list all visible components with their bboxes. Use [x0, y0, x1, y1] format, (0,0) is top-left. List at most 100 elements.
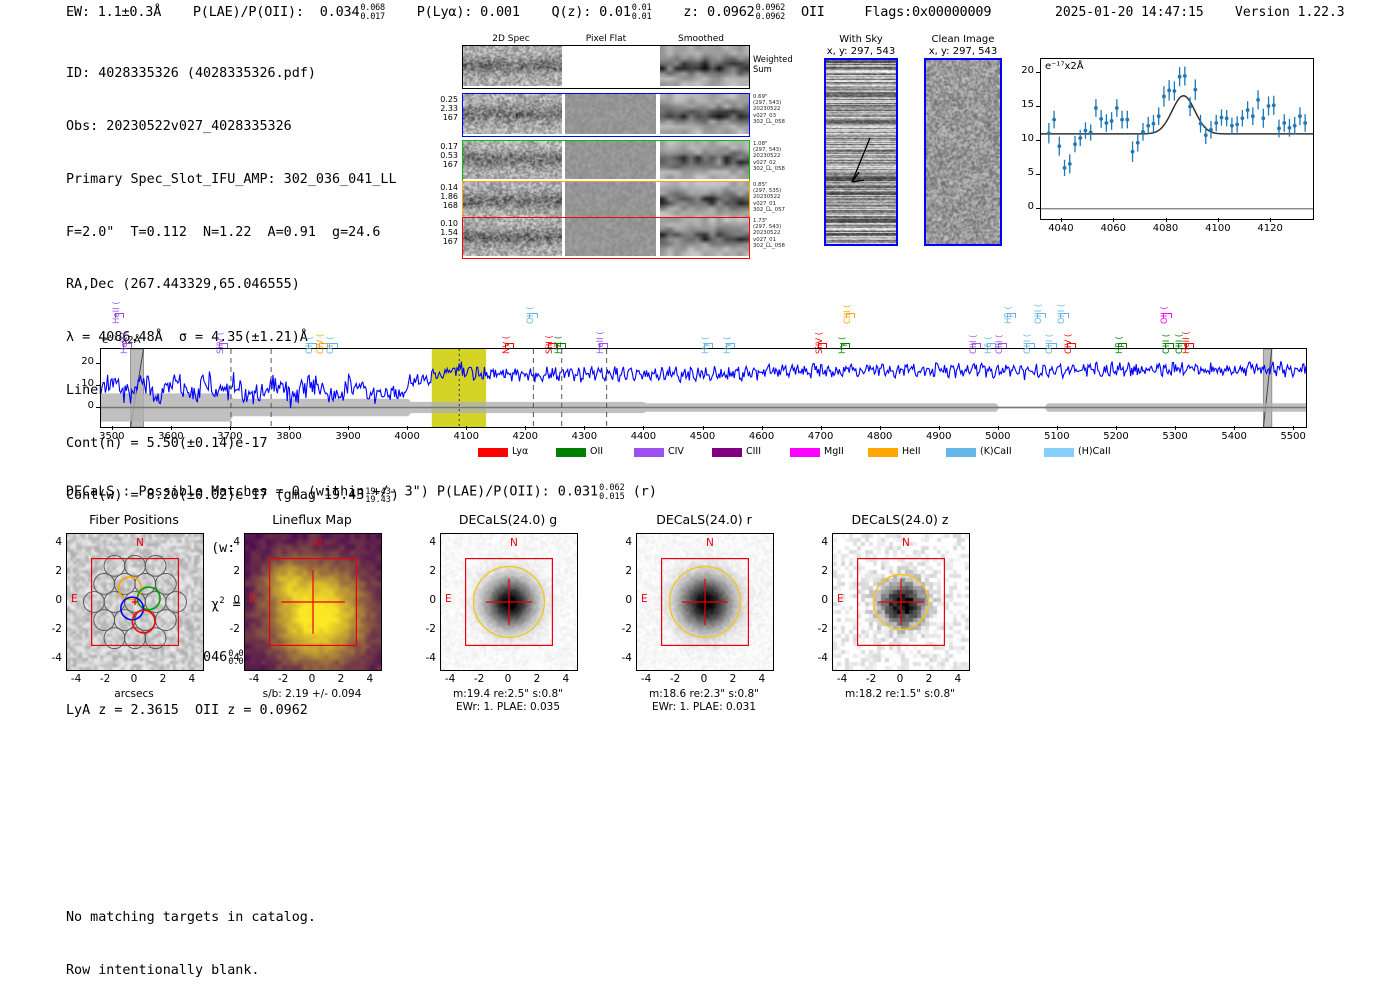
spectrum-line-bracket	[319, 343, 329, 348]
decals-ytick-0: -4	[51, 651, 62, 664]
spectrum-unit-annotation: e⁻¹⁷x2Å	[102, 335, 141, 346]
decals-xtick-3: 2	[729, 673, 737, 685]
header-summary-line: EW: 1.1±0.3Å P(LAE)/P(OII): 0.034 0.068 0.…	[66, 4, 991, 21]
info-primary-spec: Primary Spec_Slot_IFU_AMP: 302_036_041_L…	[66, 171, 397, 187]
spec2d-row-values-3: 0.10 1.54 167	[424, 219, 458, 246]
decals-plae-range: 0.062 0.015	[599, 483, 625, 502]
spectrum-xtick	[1115, 426, 1117, 430]
decals-ytick-2: 2	[429, 565, 436, 578]
decals-xtick-4: 0	[896, 673, 904, 685]
decals-caption-line-2: EWr: 1. PLAE: 0.035	[455, 701, 561, 713]
compass-east-2: E	[445, 593, 452, 605]
spec2d-row-value: 0.17	[440, 142, 458, 151]
decals-panel-caption-4: m:18.2 re:1.5" s:0.8"	[806, 688, 994, 701]
decals-ytick-4: 2	[821, 565, 828, 578]
spectrum-line-bracket	[308, 343, 318, 348]
compass-north-0: N	[136, 537, 144, 549]
line-fit-ytick	[1036, 207, 1040, 209]
line-fit-ytick	[1036, 105, 1040, 107]
spectrum-xtick	[1056, 426, 1058, 430]
legend-label-HeII: HeII	[902, 446, 921, 457]
spec2d-row-value: 0.14	[440, 183, 458, 192]
spectrum-ytick	[96, 384, 100, 386]
info-lambda-sigma: λ = 4086.48Å σ = 4.35(±1.21)Å	[66, 330, 308, 346]
line-fit-xtick	[1217, 218, 1219, 222]
spectrum-line-bracket	[998, 343, 1008, 348]
compass-north-4: N	[902, 537, 910, 549]
compass-east-1: E	[249, 593, 256, 605]
spectrum-line-bracket	[1066, 343, 1076, 348]
decals-xtick-3: -4	[640, 673, 652, 685]
spectrum-xtick-label: 4900	[926, 431, 952, 442]
legend-swatch-(K)CaII	[946, 448, 976, 457]
footer-line-2: Row intentionally blank.	[66, 962, 260, 978]
header-plae-range: 0.068 0.017	[360, 3, 385, 22]
spectrum-xtick-label: 4600	[748, 431, 775, 442]
spectrum-line-bracket	[1059, 313, 1069, 318]
legend-swatch-CIII	[712, 448, 742, 457]
spectrum-line-bracket	[1162, 313, 1172, 318]
decals-overlay-4	[856, 557, 946, 647]
decals-ytick-2: -2	[425, 622, 436, 635]
spectrum-line-bracket	[1185, 343, 1195, 348]
header-plae-label: P(LAE)/P(OII):	[192, 4, 304, 20]
line-fit-xtick-label: 4100	[1205, 223, 1231, 234]
header-z-range: 0.0962 0.0962	[755, 3, 786, 22]
strip-separator	[657, 182, 660, 222]
compass-east-4: E	[837, 593, 844, 605]
decals-xtick-0: 0	[130, 673, 138, 685]
spectrum-xtick	[820, 426, 822, 430]
spectrum-xtick-label: 5500	[1280, 431, 1306, 442]
header-plae-value: 0.034	[319, 4, 360, 20]
decals-ytick-1: 0	[233, 594, 240, 606]
spectrum-line-bracket	[1164, 343, 1174, 348]
spec2d-col-title-2: Smoothed	[678, 34, 725, 44]
spec2d-row-value: 168	[442, 201, 458, 210]
spec2d-row-value: 1.54	[440, 228, 458, 237]
spectrum-xtick	[525, 426, 527, 430]
spectrum-line-bracket	[328, 343, 338, 348]
decals-ytick-3: -2	[621, 622, 632, 635]
decals-panel-title-2: DECaLS(24.0) g	[458, 512, 558, 527]
spectrum-axes	[100, 348, 1307, 428]
decals-ytick-4: 4	[821, 536, 828, 549]
spectrum-line-bracket	[845, 313, 855, 318]
spectrum-line-bracket	[704, 343, 714, 348]
spec2d-row-value: 167	[442, 160, 458, 169]
strip-separator	[562, 141, 565, 181]
header-qz-range: 0.01 0.01	[631, 3, 652, 22]
line-fit-ytick	[1036, 139, 1040, 141]
spec2d-row-value: 167	[442, 237, 458, 246]
legend-label-(H)CaII: (H)CaII	[1078, 446, 1111, 457]
spectrum-xtick-label: 3600	[158, 431, 184, 442]
decals-ytick-3: 0	[625, 594, 632, 606]
spectrum-xtick	[1175, 426, 1177, 430]
line-fit-ytick	[1036, 173, 1040, 175]
spec2d-col-title-0: 2D Spec	[492, 34, 530, 44]
line-fit-xtick	[1270, 218, 1272, 222]
decals-ytick-4: -4	[817, 651, 828, 664]
line-fit-unit-annotation: e⁻¹⁷x2Å	[1045, 61, 1084, 72]
cutout-title-text: Clean Image	[931, 34, 995, 45]
info-obs: Obs: 20230522v027_4028335326	[66, 118, 292, 134]
line-fit-ytick-label: 15	[1021, 98, 1034, 110]
spectrum-xtick-label: 4000	[394, 431, 420, 442]
line-fit-ytick-label: 20	[1021, 64, 1034, 76]
header-ew: EW: 1.1±0.3Å	[66, 4, 162, 20]
decals-panel-caption-3: m:18.6 re:2.3" s:0.8" EWr: 1. PLAE: 0.031	[610, 688, 798, 714]
decals-ytick-4: 0	[821, 594, 828, 606]
header-z-type: OII	[800, 4, 825, 20]
decals-xtick-2: 2	[533, 673, 541, 685]
spec2d-row-meta-0: 0.69" (297, 543) 20230522 v027_03 302_LL…	[753, 94, 785, 125]
decals-ytick-3: -4	[621, 651, 632, 664]
spectrum-xtick-label: 5300	[1162, 431, 1188, 442]
legend-label-MgII: MgII	[824, 446, 844, 457]
spectrum-xtick	[289, 426, 291, 430]
decals-xtick-3: 0	[700, 673, 708, 685]
decals-caption-line-2: EWr: 1. PLAE: 0.031	[651, 701, 757, 713]
decals-ytick-0: 4	[55, 536, 62, 549]
spec2d-row-values-2: 0.14 1.86 168	[424, 183, 458, 210]
compass-north-3: N	[706, 537, 714, 549]
decals-xtick-2: 0	[504, 673, 512, 685]
sky-arrow-annotation	[851, 137, 871, 183]
